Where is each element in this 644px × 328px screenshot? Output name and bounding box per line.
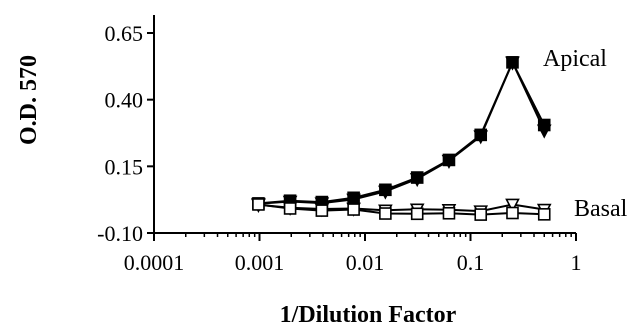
x-tick-label: 0.01 bbox=[346, 250, 385, 275]
data-point-2 bbox=[537, 208, 551, 221]
data-point-0 bbox=[442, 153, 456, 167]
data-point-0 bbox=[506, 56, 519, 69]
series-line-0 bbox=[258, 59, 546, 205]
series-label-basal: Basal bbox=[574, 196, 628, 222]
data-point-0 bbox=[347, 191, 360, 205]
data-point-2 bbox=[315, 204, 329, 217]
x-tick-label: 0.1 bbox=[457, 250, 485, 275]
data-point-2 bbox=[252, 198, 265, 211]
data-point-2 bbox=[379, 207, 392, 220]
series-line-2 bbox=[258, 203, 545, 216]
data-point-2 bbox=[474, 208, 488, 221]
series-layer bbox=[251, 56, 552, 221]
y-tick-label: 0.15 bbox=[105, 154, 144, 179]
axes: -0.10 0.15 0.40 0.65 0.0001 0.001 0.01 0.1 1 bbox=[97, 15, 582, 275]
y-axis-title: O.D. 570 bbox=[16, 55, 42, 145]
series-line-3 bbox=[258, 203, 545, 213]
x-tick-label: 1 bbox=[571, 250, 582, 275]
data-point-2 bbox=[506, 206, 519, 220]
series-line-1 bbox=[258, 59, 546, 205]
data-point-0 bbox=[410, 171, 424, 184]
data-point-3 bbox=[505, 198, 520, 213]
y-tick-label: 0.65 bbox=[105, 21, 144, 46]
data-point-0 bbox=[474, 128, 488, 142]
series-label-apical: Apical bbox=[543, 46, 607, 72]
data-point-0 bbox=[537, 118, 551, 132]
x-tick-label: 0.0001 bbox=[124, 250, 185, 275]
data-point-0 bbox=[379, 183, 392, 197]
y-tick-label: 0.40 bbox=[105, 88, 144, 113]
x-tick-label: 0.001 bbox=[235, 250, 285, 275]
data-point-2 bbox=[347, 203, 360, 216]
data-point-2 bbox=[410, 207, 424, 221]
data-point-2 bbox=[442, 206, 456, 220]
y-tick-label: -0.10 bbox=[97, 221, 143, 246]
data-point-2 bbox=[283, 202, 297, 215]
x-axis-title: 1/Dilution Factor bbox=[280, 302, 457, 328]
